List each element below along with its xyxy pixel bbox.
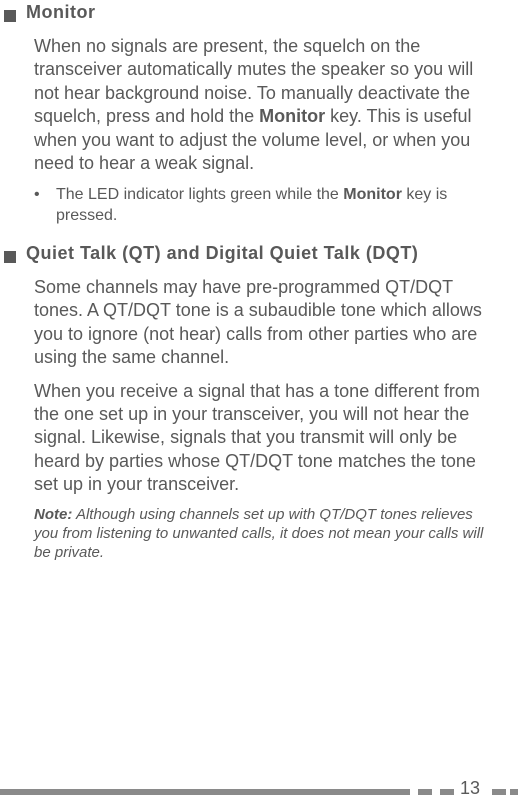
footer-bar — [418, 789, 432, 795]
bullet-square-icon — [4, 10, 16, 22]
footer-bar — [492, 789, 506, 795]
text-run: The LED indicator lights green while the — [56, 186, 343, 203]
footer-bar — [0, 789, 410, 795]
footer-bar — [510, 789, 518, 795]
bullet-marker: • — [34, 185, 56, 227]
heading-title: Quiet Talk (QT) and Digital Quiet Talk (… — [26, 243, 418, 264]
monitor-paragraph: When no signals are present, the squelch… — [34, 35, 494, 175]
bullet-item: • The LED indicator lights green while t… — [34, 185, 494, 227]
page-content: Monitor When no signals are present, the… — [0, 0, 518, 563]
text-bold: Monitor — [343, 186, 402, 203]
qt-paragraph-1: Some channels may have pre-programmed QT… — [34, 276, 494, 370]
text-bold: Monitor — [259, 106, 325, 126]
qt-note: Note: Although using channels set up wit… — [34, 506, 494, 562]
page-footer: 13 — [0, 783, 518, 801]
note-text: Although using channels set up with QT/D… — [34, 506, 483, 561]
bullet-text: The LED indicator lights green while the… — [56, 185, 494, 227]
heading-title: Monitor — [26, 2, 95, 23]
section-heading-qt: Quiet Talk (QT) and Digital Quiet Talk (… — [4, 243, 494, 264]
footer-bar — [440, 789, 454, 795]
qt-paragraph-2: When you receive a signal that has a ton… — [34, 380, 494, 497]
note-label: Note: — [34, 506, 72, 523]
page-number: 13 — [460, 778, 480, 799]
bullet-square-icon — [4, 251, 16, 263]
section-heading-monitor: Monitor — [4, 2, 494, 23]
